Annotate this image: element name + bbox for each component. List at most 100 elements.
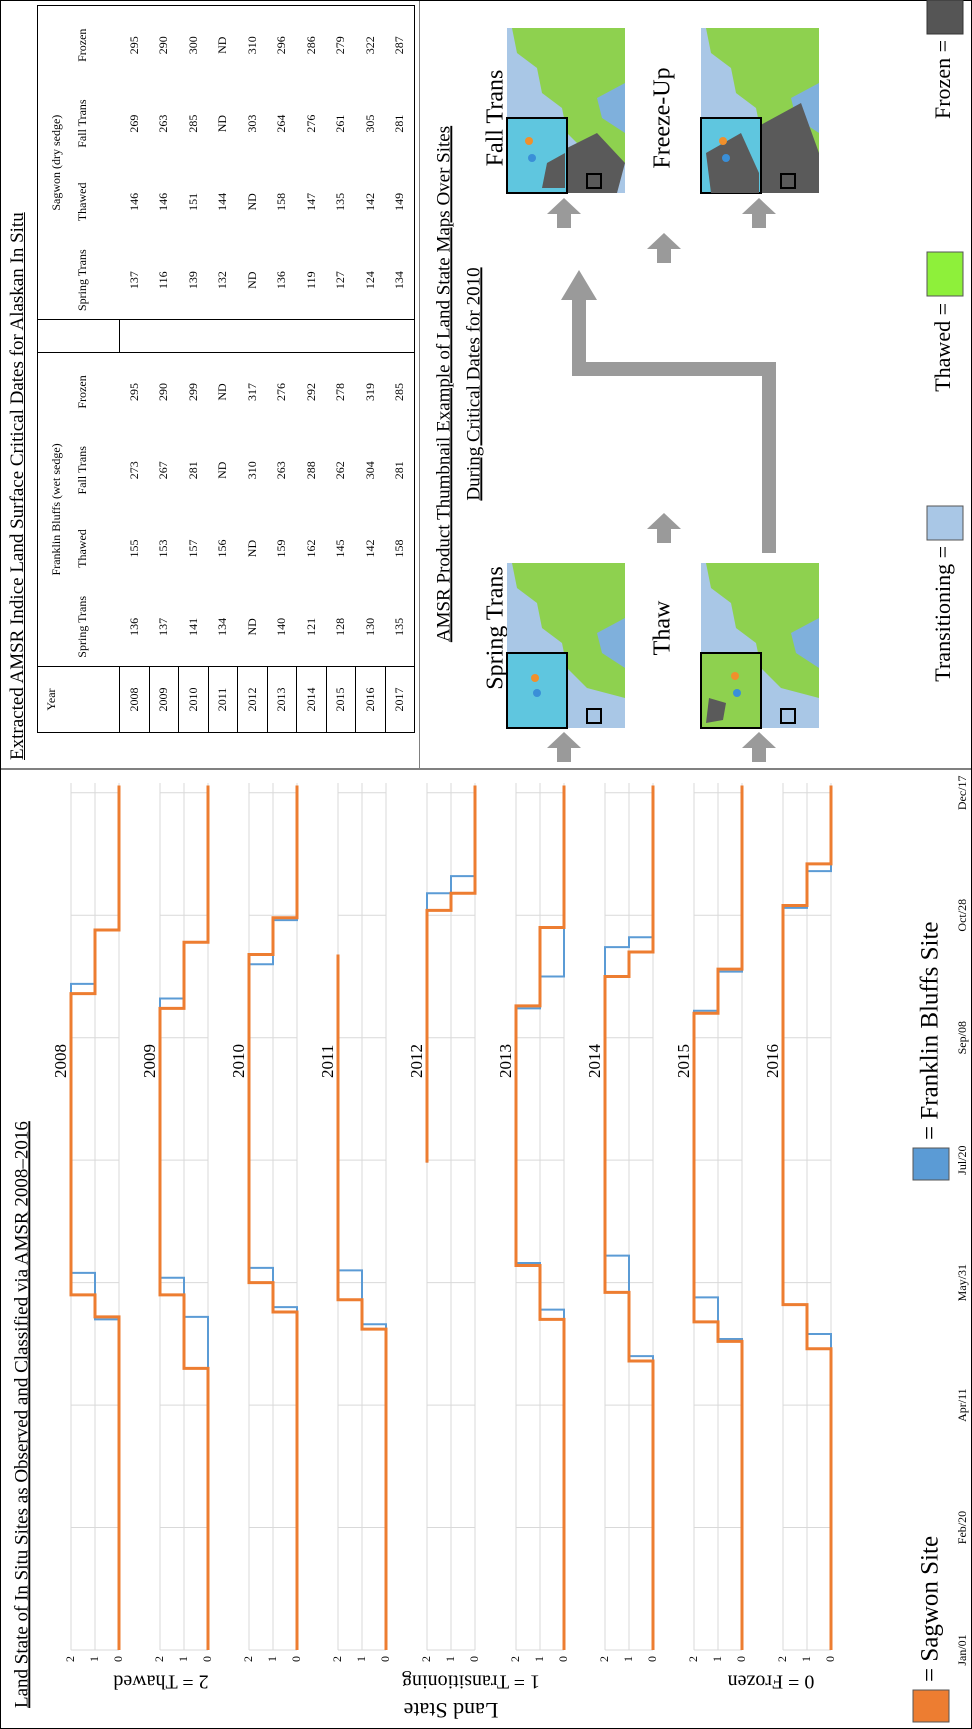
table-row: 2010141157281299139151285300 (179, 6, 209, 733)
table-row: 2016130142304319124142305322 (356, 6, 386, 733)
table-cell (385, 320, 415, 352)
table-cell: 264 (267, 84, 297, 162)
legend-label: Frozen = (930, 40, 955, 119)
state-label: 0 = Frozen (728, 1670, 815, 1692)
legend-label: = Franklin Bluffs Site (917, 921, 944, 1140)
table-cell: ND (208, 431, 238, 509)
table-cell: 137 (120, 241, 150, 320)
table-cell: 137 (149, 588, 179, 667)
y-tick-label: 2 (508, 1656, 522, 1662)
table-cell: Thawed (76, 509, 120, 587)
table-cell: 295 (120, 352, 150, 431)
table-cell: 281 (179, 431, 209, 509)
x-tick-label: Dec/17 (955, 775, 969, 810)
y-tick-label: 2 (686, 1656, 700, 1662)
table-cell: 127 (326, 241, 356, 320)
table-cell: 144 (208, 163, 238, 241)
map-label: Freeze-Up (650, 67, 676, 168)
table-cell (297, 320, 327, 352)
table-row: 2017135158281285134149281287 (385, 6, 415, 733)
table-cell: 322 (356, 6, 386, 85)
table-cell: 132 (208, 241, 238, 320)
y-tick-label: 1 (87, 1656, 101, 1662)
table-cell: 139 (179, 241, 209, 320)
table-cell (208, 320, 238, 352)
table-cell: 285 (385, 352, 415, 431)
y-tick-label: 0 (200, 1656, 214, 1662)
y-tick-label: 2 (241, 1656, 255, 1662)
y-tick-label: 0 (734, 1656, 748, 1662)
table-cell: 273 (120, 431, 150, 509)
table-cell: 281 (385, 84, 415, 162)
table-cell: 156 (208, 509, 238, 587)
y-tick-label: 0 (289, 1656, 303, 1662)
table-cell: 269 (120, 84, 150, 162)
table-cell: 2011 (208, 667, 238, 733)
table-cell: 162 (297, 509, 327, 587)
table-cell: 147 (297, 163, 327, 241)
map-label: Fall Trans (483, 70, 509, 167)
legend-swatch (927, 252, 963, 296)
panel-label: 2016 (763, 1044, 782, 1078)
table-title: Extracted AMSR Indice Land Surface Criti… (7, 2, 29, 760)
map-label: Thaw (650, 600, 676, 655)
table-cell: 135 (385, 588, 415, 667)
table-cell: 128 (326, 588, 356, 667)
table-cell: 145 (326, 509, 356, 587)
table-cell: Frozen (76, 6, 120, 85)
table-row: YearFranklin Bluffs (wet sedge)Sagwon (d… (38, 6, 76, 733)
table-cell: 304 (356, 431, 386, 509)
x-tick-label: Apr/11 (955, 1388, 969, 1422)
table-cell: 142 (356, 509, 386, 587)
table-cell: 151 (179, 163, 209, 241)
table-cell: 2015 (326, 667, 356, 733)
y-tick-label: 0 (556, 1656, 570, 1662)
y-tick-label: 1 (265, 1656, 279, 1662)
map-thumbnail (507, 28, 625, 193)
table-cell: Franklin Bluffs (wet sedge) (38, 352, 76, 666)
y-tick-label: 0 (378, 1656, 392, 1662)
table-cell: 261 (326, 84, 356, 162)
y-tick-label: 2 (775, 1656, 789, 1662)
y-tick-label: 2 (597, 1656, 611, 1662)
table-cell: ND (208, 6, 238, 85)
map-label: Spring Trans (483, 566, 509, 689)
y-tick-label: 1 (176, 1656, 190, 1662)
figure: Land State of In Situ Sites as Observed … (0, 0, 972, 1729)
y-tick-label: 1 (443, 1656, 457, 1662)
table-cell: Year (38, 667, 120, 733)
map-thumbnail (701, 28, 819, 193)
panel-label: 2008 (51, 1044, 70, 1078)
panel-label: 2010 (229, 1044, 248, 1078)
table-cell: 300 (179, 6, 209, 85)
legend-swatch (927, 0, 963, 34)
y-tick-label: 0 (111, 1656, 125, 1662)
table-row: Spring TransThawedFall TransFrozenSpring… (76, 6, 120, 733)
table-cell: 290 (149, 352, 179, 431)
panel-label: 2013 (496, 1044, 515, 1078)
table-cell: ND (238, 163, 268, 241)
table-cell: 276 (267, 352, 297, 431)
y-tick-label: 0 (823, 1656, 837, 1662)
legend-swatch (913, 1148, 949, 1180)
table-cell: 2016 (356, 667, 386, 733)
y-tick-label: 1 (799, 1656, 813, 1662)
y-tick-label: 1 (532, 1656, 546, 1662)
table-cell: 116 (149, 241, 179, 320)
y-tick-label: 1 (710, 1656, 724, 1662)
y-tick-label: 2 (330, 1656, 344, 1662)
table-cell: 2017 (385, 667, 415, 733)
legend-swatch (913, 1690, 949, 1722)
table-cell (356, 320, 386, 352)
table-cell (179, 320, 209, 352)
map-thumbnail (701, 563, 819, 728)
table: YearFranklin Bluffs (wet sedge)Sagwon (d… (37, 5, 415, 733)
table-cell: ND (238, 588, 268, 667)
panel-label: 2009 (140, 1044, 159, 1078)
table-cell: 263 (267, 431, 297, 509)
chart: Land State of In Situ Sites as Observed … (1, 768, 971, 1728)
x-tick-label: Feb/20 (955, 1511, 969, 1544)
table-cell: 276 (297, 84, 327, 162)
table-cell: Spring Trans (76, 241, 120, 320)
